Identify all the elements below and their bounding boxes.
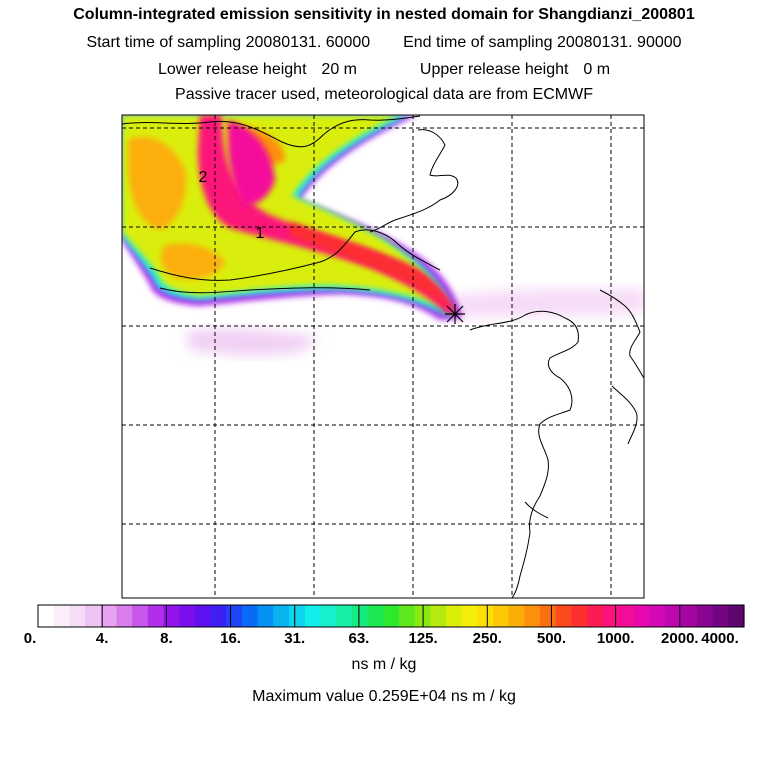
colorbar-tick-label: 4000.	[701, 630, 739, 647]
colorbar-swatch	[665, 605, 682, 627]
release-heights: Lower release height 20 m Upper release …	[0, 61, 768, 79]
chart-title: Column-integrated emission sensitivity i…	[73, 6, 695, 23]
colorbar-swatch	[712, 605, 729, 627]
colorbar-swatch	[116, 605, 133, 627]
receptor-marker	[445, 304, 465, 324]
colorbar-swatch	[540, 605, 557, 627]
colorbar-swatch	[241, 605, 259, 627]
start-value: 20080131. 60000	[245, 34, 371, 51]
colorbar-tick-label: 4.	[95, 630, 109, 647]
colorbar-swatch	[571, 605, 588, 627]
colorbar-tick-label: 1000.	[596, 630, 635, 647]
colorbar-frame	[37, 604, 745, 628]
plume-marker-1: 1	[256, 225, 265, 242]
end-label: End time of sampling	[403, 34, 553, 51]
coastline-plume-region	[149, 229, 441, 281]
colorbar-swatch	[85, 605, 102, 627]
run-info: Passive tracer used, meteorological data…	[175, 86, 593, 103]
colorbar-swatch	[430, 605, 447, 627]
colorbar-swatch	[69, 605, 86, 627]
coastline-east-3	[599, 289, 644, 379]
maximum-value: Maximum value 0.259E+04 ns m / kg	[252, 688, 516, 705]
colorbar-swatch	[602, 605, 620, 627]
colorbar-swatch	[618, 605, 635, 627]
colorbar-swatch	[179, 605, 196, 627]
colorbar-swatch	[445, 605, 463, 627]
colorbar-tick-label: 8.	[160, 630, 173, 647]
colorbar-swatch	[100, 605, 118, 627]
colorbar-swatch	[273, 605, 290, 627]
upper-label: Upper release height	[419, 61, 569, 78]
colorbar-swatch	[492, 605, 510, 627]
colorbar-units: ns m / kg	[351, 656, 417, 673]
colorbar-swatch	[383, 605, 400, 627]
lower-value: 20 m	[321, 61, 357, 78]
colorbar-swatch	[351, 605, 369, 627]
colorbar-swatch	[398, 605, 416, 627]
colorbar-swatch	[210, 605, 227, 627]
colorbar-tick-label: 31.	[284, 630, 306, 647]
colorbar-tick-label: 125.	[408, 630, 438, 647]
colorbar-swatch	[147, 605, 165, 627]
colorbar-swatch	[555, 605, 573, 627]
colorbar-swatch	[587, 605, 604, 627]
colorbar-swatch	[508, 605, 525, 627]
coastline-east-2	[469, 310, 579, 598]
colorbar-swatch	[289, 605, 306, 627]
coastline-east-5	[524, 501, 549, 519]
colorbar-swatch	[53, 605, 70, 627]
coastline-south	[159, 287, 371, 294]
colorbar-tick-label: 16.	[220, 630, 241, 647]
colorbar-swatch	[320, 605, 337, 627]
gridlines	[122, 115, 644, 598]
colorbar-swatch	[132, 605, 149, 627]
plume-patch-orange-1	[128, 136, 186, 230]
colorbar-swatch	[728, 605, 745, 627]
colorbar-tick-label: 63.	[348, 630, 370, 647]
plume-patch-orange-2	[161, 243, 225, 280]
start-label: Start time of sampling	[86, 34, 242, 51]
colorbar-swatch	[163, 605, 180, 627]
colorbar-swatch	[226, 605, 243, 627]
coastlines	[122, 115, 644, 598]
colorbar-swatch	[304, 605, 321, 627]
colorbar-swatch	[461, 605, 478, 627]
colorbar-swatch	[634, 605, 651, 627]
colorbar-tick-label: 2000.	[661, 630, 699, 647]
colorbar-swatch	[477, 605, 494, 627]
coastline-east-4	[611, 385, 638, 445]
colorbar-swatch	[649, 605, 667, 627]
plume-marker-2: 2	[199, 169, 208, 186]
colorbar-swatch	[681, 605, 698, 627]
plume-core-red	[290, 222, 452, 310]
plume-haze-south	[185, 328, 320, 356]
colorbar-tick-label: 0.	[23, 630, 37, 647]
colorbar-swatch	[336, 605, 353, 627]
map-frame	[121, 114, 645, 599]
coastline-north	[122, 115, 421, 148]
colorbar-swatch	[696, 605, 714, 627]
colorbar-tick-label: 250.	[472, 630, 502, 647]
colorbar-swatch	[367, 605, 384, 627]
colorbar-swatch	[257, 605, 274, 627]
sampling-times: Start time of sampling 20080131. 60000 E…	[0, 34, 768, 52]
plume-field	[122, 115, 644, 356]
colorbar-tick-label: 500.	[536, 630, 567, 647]
lower-label: Lower release height	[157, 61, 307, 78]
colorbar	[38, 605, 745, 627]
colorbar-swatch	[38, 605, 55, 627]
upper-value: 0 m	[583, 61, 611, 78]
plume-haze-east	[430, 288, 644, 318]
end-value: 20080131. 90000	[556, 34, 682, 51]
colorbar-swatch	[524, 605, 541, 627]
colorbar-swatch	[194, 605, 212, 627]
plume-arm-upper	[228, 120, 275, 206]
coastline-east-1	[369, 129, 459, 233]
